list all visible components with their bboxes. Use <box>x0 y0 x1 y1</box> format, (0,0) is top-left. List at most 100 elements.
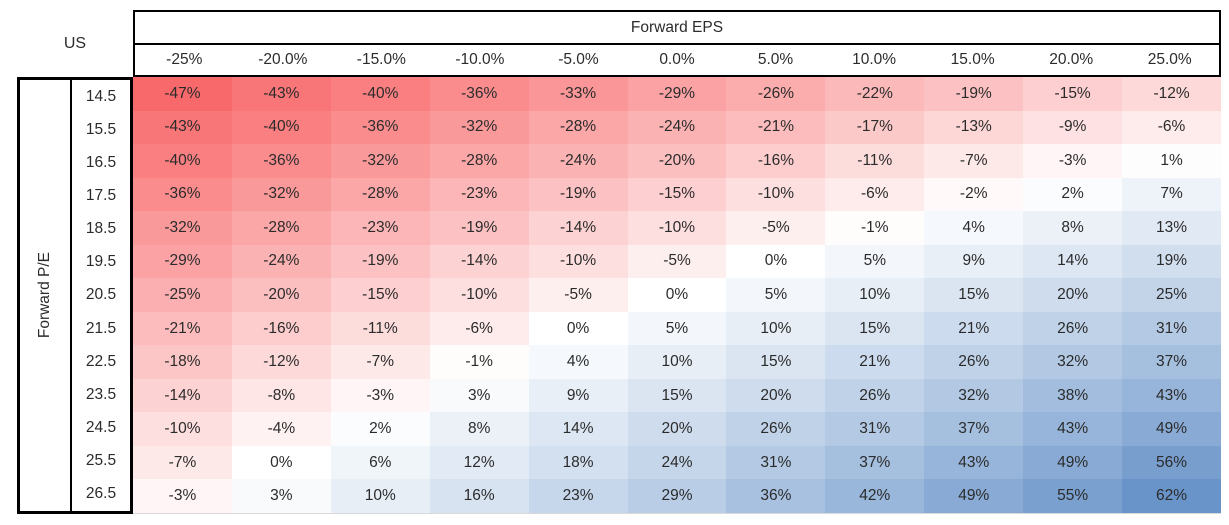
heatmap-cell: -3% <box>133 479 232 513</box>
row-header: 26.5 <box>85 485 117 503</box>
heatmap-cell: -19% <box>924 77 1024 111</box>
heatmap-cell: 2% <box>330 412 430 446</box>
heatmap-cell: 25% <box>1122 278 1221 312</box>
heatmap-cell: -12% <box>1122 77 1221 111</box>
heatmap-cell: -29% <box>133 244 232 279</box>
heatmap-cell: -28% <box>429 144 529 178</box>
heatmap-cell: 10% <box>330 479 430 513</box>
heatmap-cell: 26% <box>1023 311 1123 346</box>
heatmap-cell: 5% <box>825 244 925 279</box>
heatmap-cell: -20% <box>231 278 331 312</box>
heatmap-cell: -19% <box>429 211 529 245</box>
heatmap-cell: -18% <box>133 345 232 379</box>
heatmap-cell: -43% <box>231 77 331 111</box>
heatmap-cell: 0% <box>231 445 331 480</box>
column-header: 25.0% <box>1147 51 1192 68</box>
heatmap-cell: -20% <box>627 144 727 178</box>
heatmap-cell: -26% <box>726 77 826 111</box>
heatmap-cell: -15% <box>627 177 727 212</box>
heatmap-cell: -19% <box>330 244 430 279</box>
heatmap-cell: 49% <box>1122 412 1221 446</box>
heatmap-cell: 20% <box>726 378 826 413</box>
heatmap-cell: -8% <box>231 378 331 413</box>
heatmap-cell: -36% <box>231 144 331 178</box>
heatmap-cell: -3% <box>330 378 430 413</box>
heatmap-cell: -1% <box>825 211 925 245</box>
heatmap-cell: -6% <box>1122 110 1221 145</box>
heatmap-cell: 0% <box>726 244 826 279</box>
heatmap-cell: 56% <box>1122 445 1221 480</box>
heatmap-cell: -6% <box>825 177 925 212</box>
column-headers-row: -25% -20.0% -15.0% -10.0% -5.0% 0.0% 5.0% 10.0%… <box>135 45 1219 75</box>
heatmap-cell: -16% <box>231 311 331 346</box>
row-axis-title: Forward P/E <box>36 252 53 339</box>
heatmap-cell: -32% <box>429 110 529 145</box>
heatmap-cell: 8% <box>1023 211 1123 245</box>
heatmap-cell: -36% <box>330 110 430 145</box>
heatmap-cell: -22% <box>825 77 925 111</box>
heatmap-cell: 10% <box>726 311 826 346</box>
column-header: 5.0% <box>757 51 794 68</box>
heatmap-cell: -36% <box>429 77 529 111</box>
heatmap-cell: 26% <box>924 345 1024 379</box>
heatmap-cell: 18% <box>528 445 628 480</box>
heatmap-cell: 42% <box>825 479 925 513</box>
heatmap-cell: 23% <box>528 479 628 513</box>
heatmap-cell: 37% <box>825 445 925 480</box>
heatmap-cell: -40% <box>133 144 232 178</box>
heatmap-cell: -21% <box>726 110 826 145</box>
row-header: 19.5 <box>85 253 117 271</box>
row-header: 23.5 <box>85 385 117 403</box>
row-header: 14.5 <box>85 87 117 105</box>
heatmap-cell: 0% <box>528 311 628 346</box>
heatmap-cell: -25% <box>133 278 232 312</box>
column-header: -15.0% <box>356 51 406 68</box>
heatmap-cell: 9% <box>924 244 1024 279</box>
heatmap-cell: 29% <box>627 479 727 513</box>
heatmap-cell: 26% <box>825 378 925 413</box>
heatmap-cell: -14% <box>429 244 529 279</box>
row-header: 20.5 <box>85 286 117 304</box>
heatmap-grid: -47% -43% -40% -36% -33% -29% -26% -22% -19% -15%… <box>133 77 1221 514</box>
row-header: 24.5 <box>85 419 117 437</box>
heatmap-cell: -28% <box>528 110 628 145</box>
column-header: -10.0% <box>455 51 505 68</box>
heatmap-cell: 6% <box>330 445 430 480</box>
heatmap-cell: -16% <box>726 144 826 178</box>
heatmap-cell: 21% <box>924 311 1024 346</box>
heatmap-cell: -6% <box>429 311 529 346</box>
heatmap-cell: 9% <box>528 378 628 413</box>
heatmap-cell: -10% <box>627 211 727 245</box>
heatmap-cell: -4% <box>231 412 331 446</box>
row-header: 25.5 <box>85 452 117 470</box>
column-header: -25% <box>166 51 203 68</box>
heatmap-cell: 21% <box>825 345 925 379</box>
heatmap-cell: -14% <box>528 211 628 245</box>
heatmap-cell: 8% <box>429 412 529 446</box>
heatmap-cell: -17% <box>825 110 925 145</box>
heatmap-cell: -5% <box>726 211 826 245</box>
heatmap-cell: 19% <box>1122 244 1221 279</box>
heatmap-cell: -28% <box>231 211 331 245</box>
heatmap-cell: -40% <box>330 77 430 111</box>
heatmap-cell: 4% <box>528 345 628 379</box>
heatmap-cell: -36% <box>133 177 232 212</box>
heatmap-cell: -24% <box>231 244 331 279</box>
heatmap-cell: -7% <box>133 445 232 480</box>
row-headers-column: 14.5 15.5 16.5 17.5 18.5 19.5 20.5 21.5 22.5 23.5… <box>72 80 130 511</box>
heatmap-cell: 5% <box>627 311 727 346</box>
heatmap-cell: 0% <box>627 278 727 312</box>
heatmap-cell: 31% <box>825 412 925 446</box>
heatmap-cell: -11% <box>330 311 430 346</box>
heatmap-cell: -9% <box>1023 110 1123 145</box>
column-header: -5.0% <box>558 51 599 68</box>
heatmap-cell: -19% <box>528 177 628 212</box>
heatmap-cell: 16% <box>429 479 529 513</box>
heatmap-cell: -10% <box>528 244 628 279</box>
row-header: 16.5 <box>85 153 117 171</box>
heatmap-cell: 15% <box>726 345 826 379</box>
heatmap-cell: 37% <box>1122 345 1221 379</box>
heatmap-cell: -12% <box>231 345 331 379</box>
heatmap-cell: -43% <box>133 110 232 145</box>
heatmap-cell: 1% <box>1122 144 1221 178</box>
